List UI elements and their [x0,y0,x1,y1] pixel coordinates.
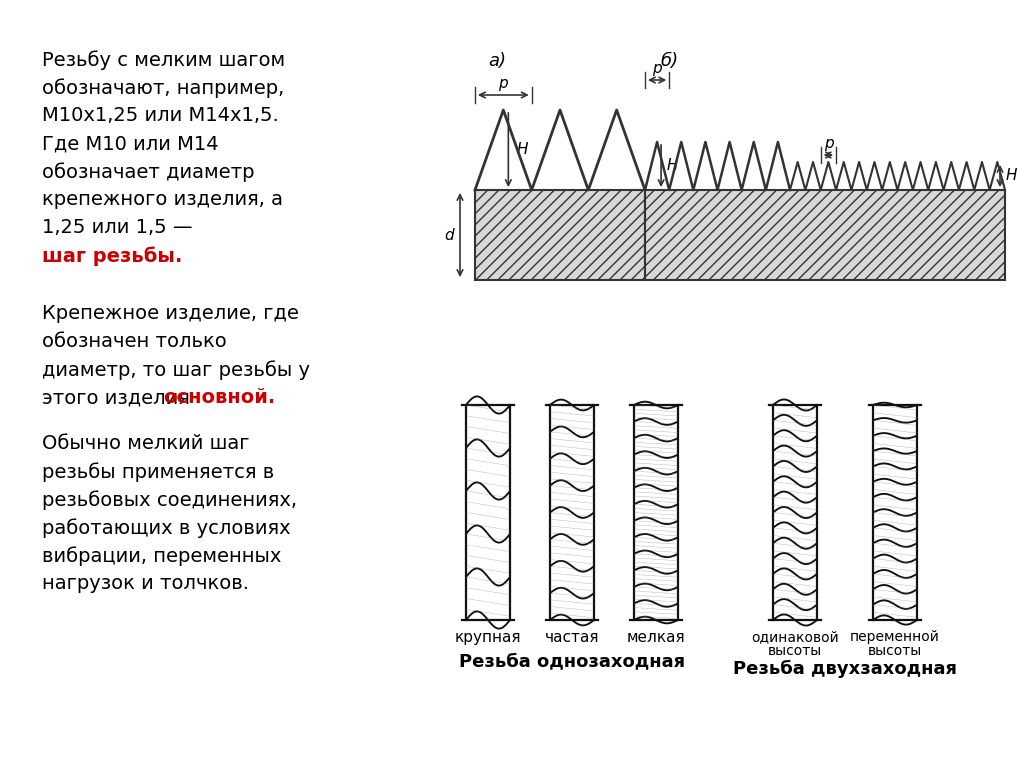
Text: высоты: высоты [868,644,923,658]
Text: высоты: высоты [768,644,822,658]
Text: Резьба двухзаходная: Резьба двухзаходная [733,660,957,678]
Text: шаг резьбы.: шаг резьбы. [42,246,182,266]
Text: переменной: переменной [850,630,940,644]
Polygon shape [645,190,1005,280]
Text: Крепежное изделие, где: Крепежное изделие, где [42,304,299,323]
Text: работающих в условиях: работающих в условиях [42,518,291,538]
Text: а): а) [488,52,506,70]
Text: обозначен только: обозначен только [42,332,226,351]
Text: Резьбу с мелким шагом: Резьбу с мелким шагом [42,50,285,70]
Text: Н: Н [1006,168,1018,184]
Polygon shape [475,190,645,280]
Text: Где М10 или М14: Где М10 или М14 [42,134,219,153]
Text: частая: частая [545,630,599,645]
Text: Н: Н [516,143,527,157]
Text: резьбы применяется в: резьбы применяется в [42,462,274,482]
Text: 1,25 или 1,5 —: 1,25 или 1,5 — [42,218,199,237]
Text: р: р [499,76,508,91]
Text: Обычно мелкий шаг: Обычно мелкий шаг [42,434,250,453]
Text: М10х1,25 или М14х1,5.: М10х1,25 или М14х1,5. [42,106,279,125]
Text: обозначают, например,: обозначают, например, [42,78,285,98]
Text: d: d [444,227,454,243]
Text: одинаковой: одинаковой [752,630,839,644]
Text: диаметр, то шаг резьбы у: диаметр, то шаг резьбы у [42,360,310,379]
Text: этого изделия: этого изделия [42,388,197,407]
Text: крепежного изделия, а: крепежного изделия, а [42,190,283,209]
Text: Резьба однозаходная: Резьба однозаходная [459,652,685,670]
Text: резьбовых соединениях,: резьбовых соединениях, [42,490,297,510]
Text: б): б) [660,52,678,70]
Text: вибрации, переменных: вибрации, переменных [42,546,282,566]
Text: р: р [652,61,662,76]
Text: Н: Н [667,158,679,174]
Text: крупная: крупная [455,630,521,645]
Text: мелкая: мелкая [627,630,685,645]
Text: нагрузок и толчков.: нагрузок и толчков. [42,574,249,593]
Text: р: р [823,136,834,151]
Text: основной.: основной. [164,388,275,407]
Text: обозначает диаметр: обозначает диаметр [42,162,255,182]
